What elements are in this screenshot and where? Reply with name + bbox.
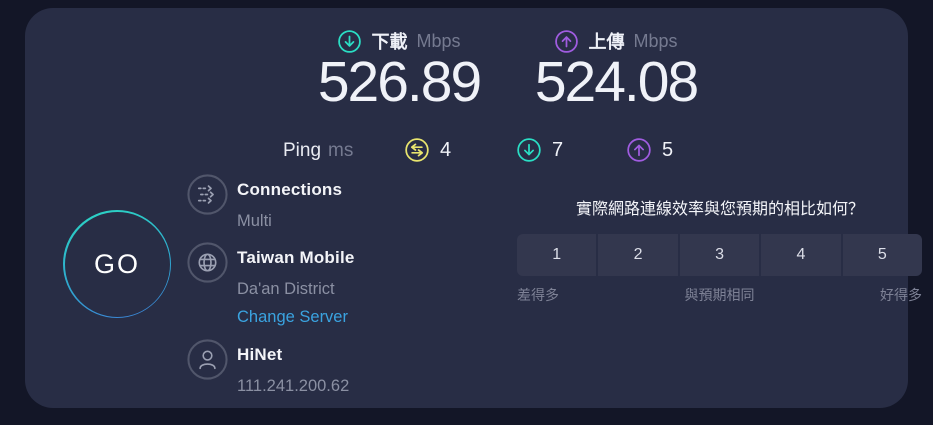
ping-title: Ping ms [283, 140, 353, 162]
arrow-down-circle-icon [517, 138, 541, 162]
upload-value: 524.08 [534, 50, 699, 114]
rating-scale-labels: 差得多 與預期相同 好得多 [517, 285, 922, 305]
server-location: Da'an District [237, 280, 335, 298]
server-name: Taiwan Mobile [237, 248, 355, 267]
connections-icon [187, 174, 228, 215]
rating-scale-mid: 與預期相同 [684, 287, 755, 303]
arrow-up-circle-icon [627, 138, 651, 162]
rating-button-1[interactable]: 1 [517, 234, 597, 276]
rating-button-5[interactable]: 5 [842, 234, 923, 276]
download-metric: 下載 Mbps 526.89 [284, 28, 514, 114]
result-card: 下載 Mbps 526.89 上傳 Mbps 524.08 Ping ms [25, 8, 923, 408]
globe-icon [187, 242, 228, 283]
download-label: 下載 [371, 32, 408, 52]
user-icon [187, 339, 228, 380]
rating-group: 1 2 3 4 5 [517, 234, 923, 276]
go-button-label: GO [93, 248, 140, 279]
arrow-down-circle-icon [338, 29, 362, 53]
upload-label: 上傳 [588, 32, 625, 52]
ping-upload: 5 [626, 137, 673, 163]
ping-row: Ping ms 4 7 [25, 137, 908, 167]
connections-title: Connections [237, 180, 343, 199]
latency-arrows-icon [405, 138, 429, 162]
ping-label: Ping [283, 140, 322, 161]
arrow-up-circle-icon [555, 29, 579, 53]
ping-idle-value: 4 [440, 138, 452, 161]
go-button[interactable]: GO [63, 210, 171, 318]
ping-download: 7 [516, 137, 563, 163]
download-value: 526.89 [317, 50, 482, 114]
rating-button-4[interactable]: 4 [761, 234, 841, 276]
upload-unit: Mbps [633, 30, 678, 51]
download-unit: Mbps [416, 30, 461, 51]
survey-question: 實際網路連線效率與您預期的相比如何？ [575, 201, 864, 218]
isp-ip-address: 111.241.200.62 [237, 377, 350, 395]
ping-unit: ms [328, 140, 354, 161]
change-server-link[interactable]: Change Server [237, 308, 348, 326]
ping-download-value: 7 [552, 138, 564, 161]
ping-idle: 4 [404, 137, 451, 163]
connections-mode: Multi [237, 212, 272, 230]
isp-name: HiNet [237, 345, 283, 364]
rating-scale-low: 差得多 [517, 287, 559, 303]
rating-button-3[interactable]: 3 [679, 234, 760, 276]
upload-metric: 上傳 Mbps 524.08 [501, 28, 731, 114]
ping-upload-value: 5 [662, 138, 674, 161]
rating-button-2[interactable]: 2 [598, 234, 678, 276]
rating-scale-high: 好得多 [880, 287, 922, 303]
